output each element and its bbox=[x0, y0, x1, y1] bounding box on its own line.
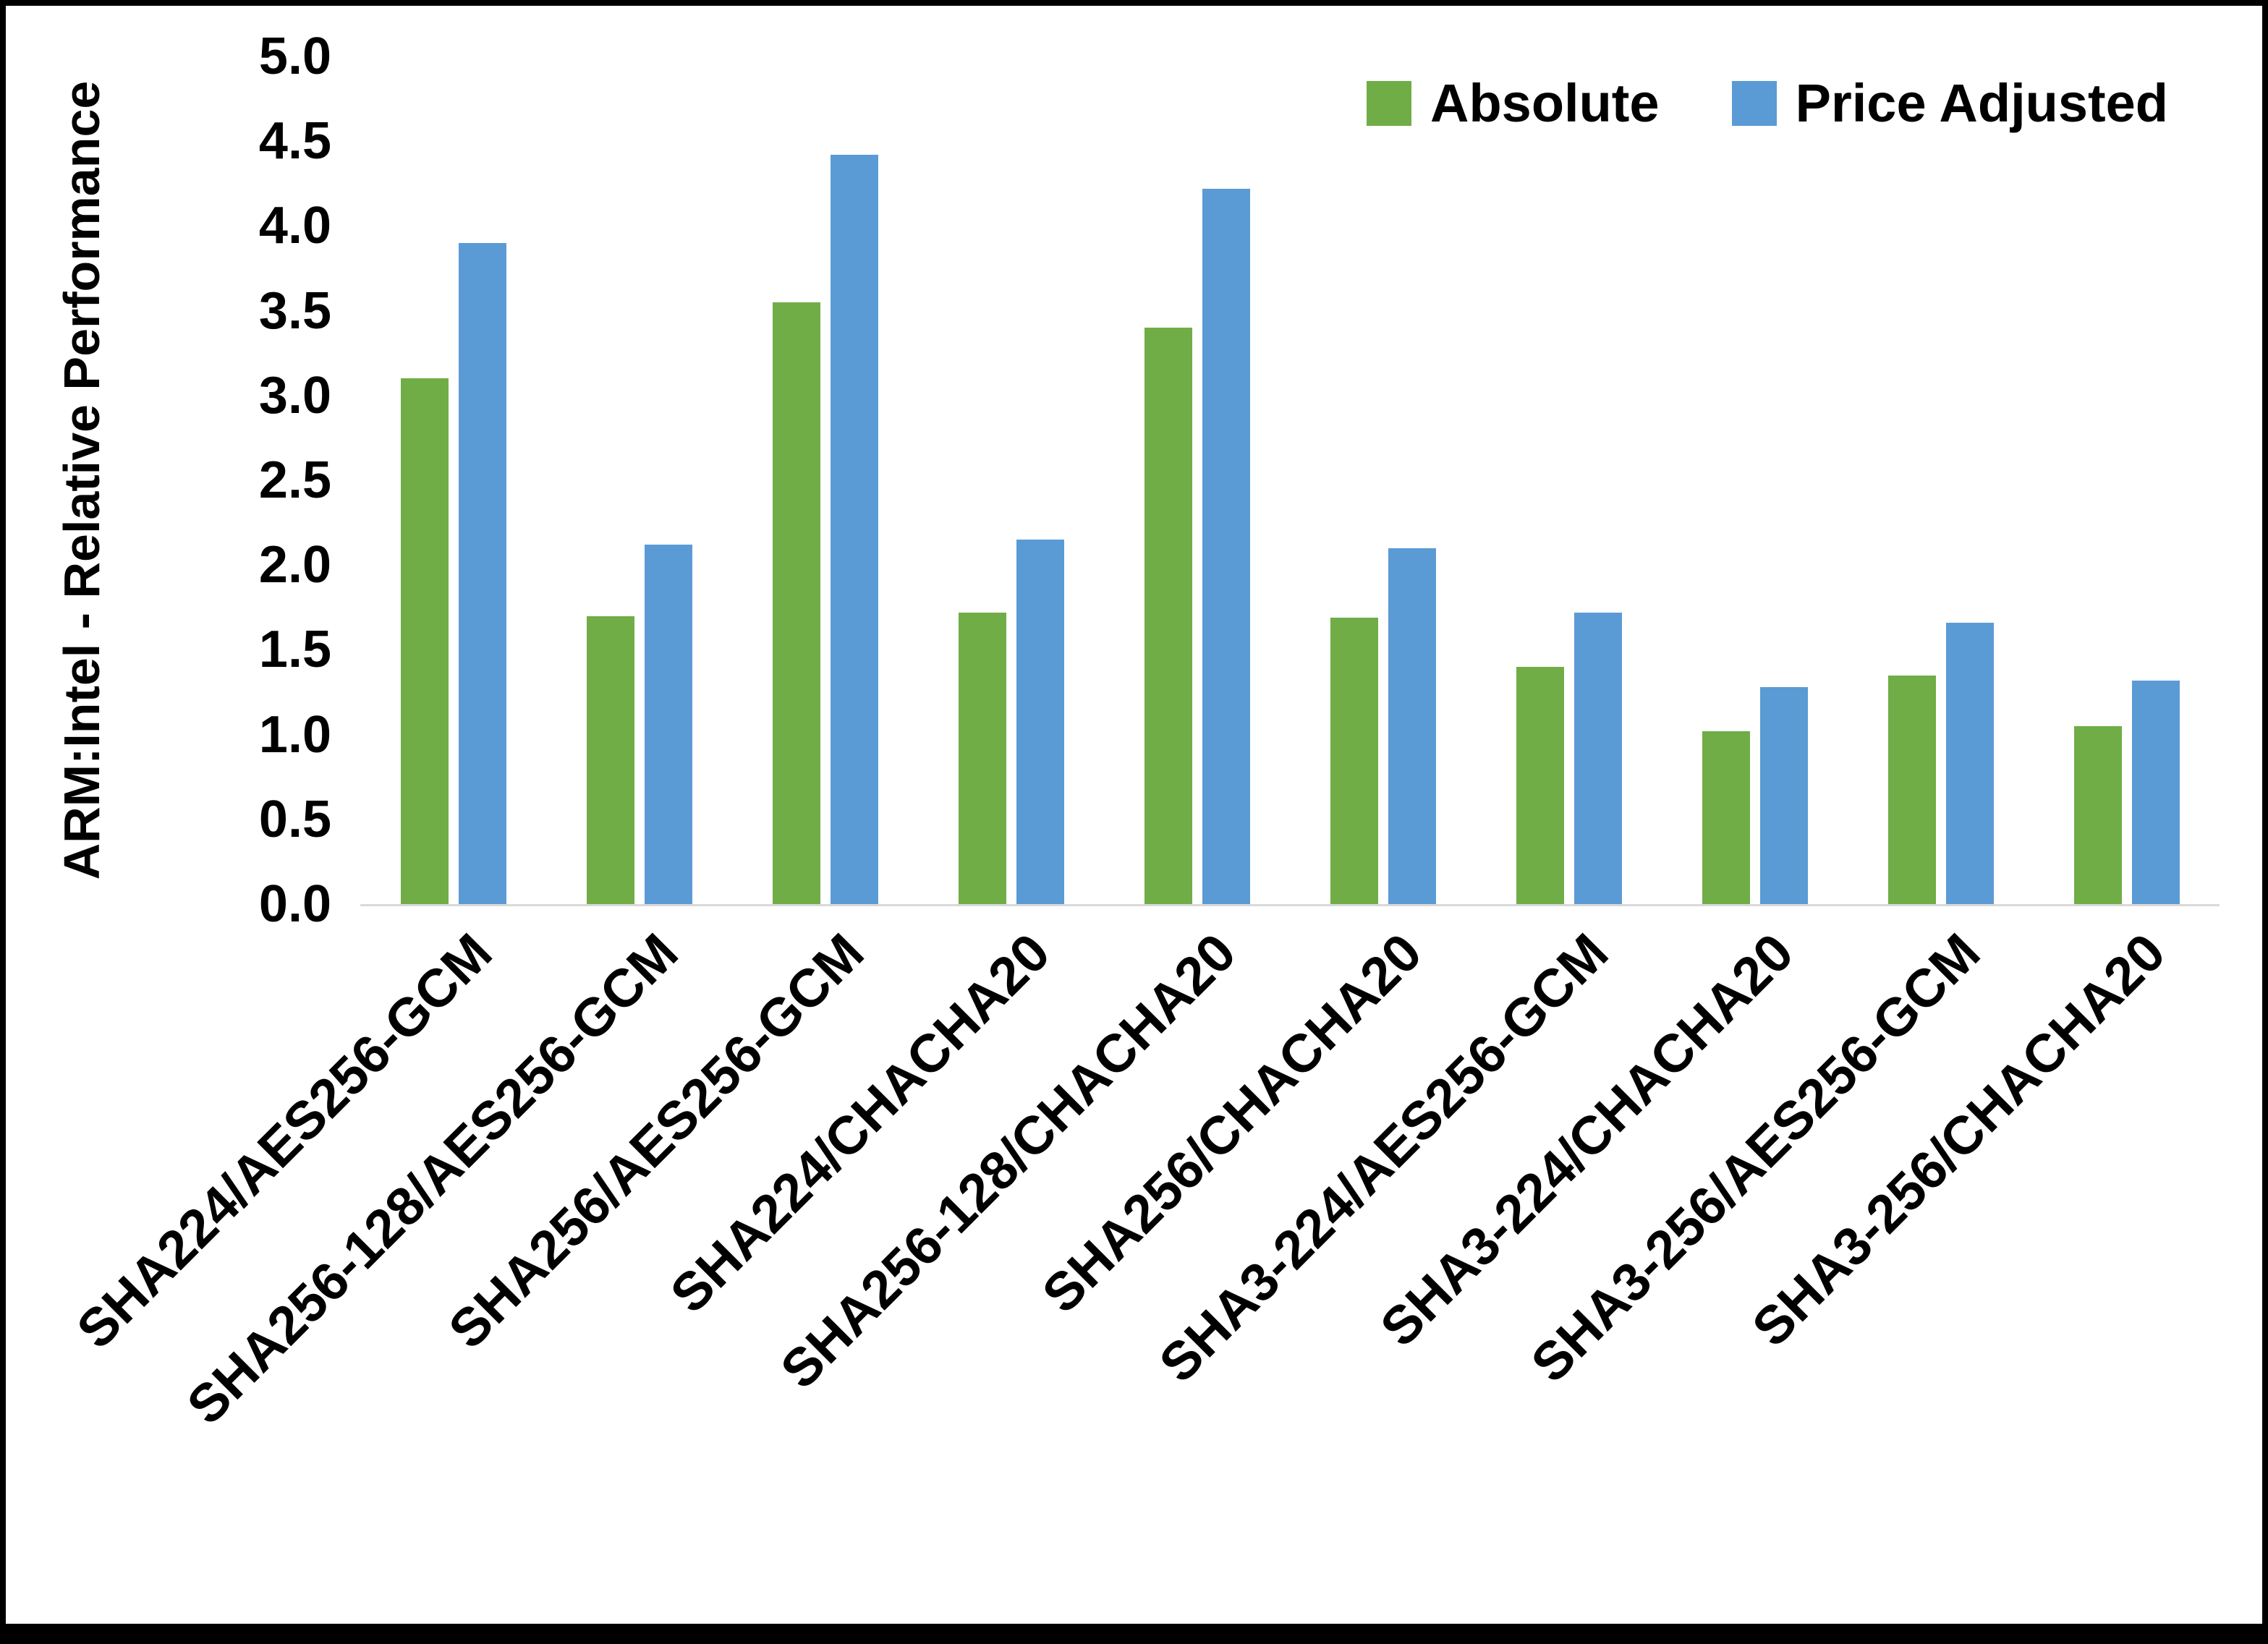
bar-price-adjusted bbox=[1016, 540, 1064, 904]
bar-price-adjusted bbox=[2131, 680, 2180, 904]
bar-group bbox=[2034, 56, 2220, 904]
plot-area bbox=[360, 56, 2220, 906]
legend-label: Absolute bbox=[1430, 73, 1660, 133]
y-axis-title: ARM:Intel - Relative Performance bbox=[54, 80, 110, 880]
legend-swatch-absolute bbox=[1367, 80, 1412, 126]
bar-absolute bbox=[1887, 675, 1936, 904]
y-tick-label: 2.5 bbox=[258, 451, 331, 509]
legend: Absolute Price Adjusted bbox=[1367, 72, 2168, 134]
bar-price-adjusted bbox=[1388, 548, 1436, 904]
y-tick-label: 3.5 bbox=[258, 281, 331, 340]
bar-absolute bbox=[772, 302, 820, 904]
bar-group bbox=[360, 56, 546, 904]
bar-absolute bbox=[1702, 731, 1750, 904]
bar-absolute bbox=[2073, 725, 2122, 904]
y-tick-label: 4.0 bbox=[258, 197, 331, 255]
legend-item: Price Adjusted bbox=[1731, 72, 2168, 134]
y-tick-label: 0.0 bbox=[258, 875, 331, 933]
bar-price-adjusted bbox=[644, 545, 692, 904]
bar-group bbox=[1476, 56, 1662, 904]
bar-absolute bbox=[958, 612, 1006, 904]
bar-price-adjusted bbox=[1945, 622, 1994, 904]
bar-absolute bbox=[400, 378, 449, 904]
bar-group bbox=[1848, 56, 2034, 904]
y-tick-label: 5.0 bbox=[258, 27, 331, 85]
legend-label: Price Adjusted bbox=[1795, 73, 2168, 133]
bar-group bbox=[546, 56, 732, 904]
bar-group bbox=[732, 56, 918, 904]
bar-absolute bbox=[1516, 666, 1564, 904]
x-category-label: SHA256/CHACHA20 bbox=[1030, 921, 1433, 1324]
bar-group bbox=[918, 56, 1104, 904]
bar-absolute bbox=[1330, 617, 1378, 904]
bar-absolute bbox=[1144, 328, 1192, 904]
y-tick-label: 3.0 bbox=[258, 366, 331, 425]
bar-price-adjusted bbox=[1759, 686, 1808, 904]
legend-swatch-price-adjusted bbox=[1731, 80, 1777, 126]
y-tick-label: 4.5 bbox=[258, 112, 331, 171]
y-tick-label: 1.5 bbox=[258, 621, 331, 679]
bar-price-adjusted bbox=[1573, 612, 1622, 904]
bar-group bbox=[1104, 56, 1290, 904]
y-tick-label: 1.0 bbox=[258, 705, 331, 764]
bar-group bbox=[1290, 56, 1476, 904]
bar-price-adjusted bbox=[830, 154, 878, 904]
bar-price-adjusted bbox=[1202, 188, 1250, 904]
bar-group bbox=[1662, 56, 1848, 904]
y-tick-label: 0.5 bbox=[258, 790, 331, 848]
bar-price-adjusted bbox=[458, 242, 506, 904]
bar-absolute bbox=[586, 616, 634, 904]
legend-item: Absolute bbox=[1367, 72, 1660, 134]
y-tick-label: 2.0 bbox=[258, 536, 331, 595]
